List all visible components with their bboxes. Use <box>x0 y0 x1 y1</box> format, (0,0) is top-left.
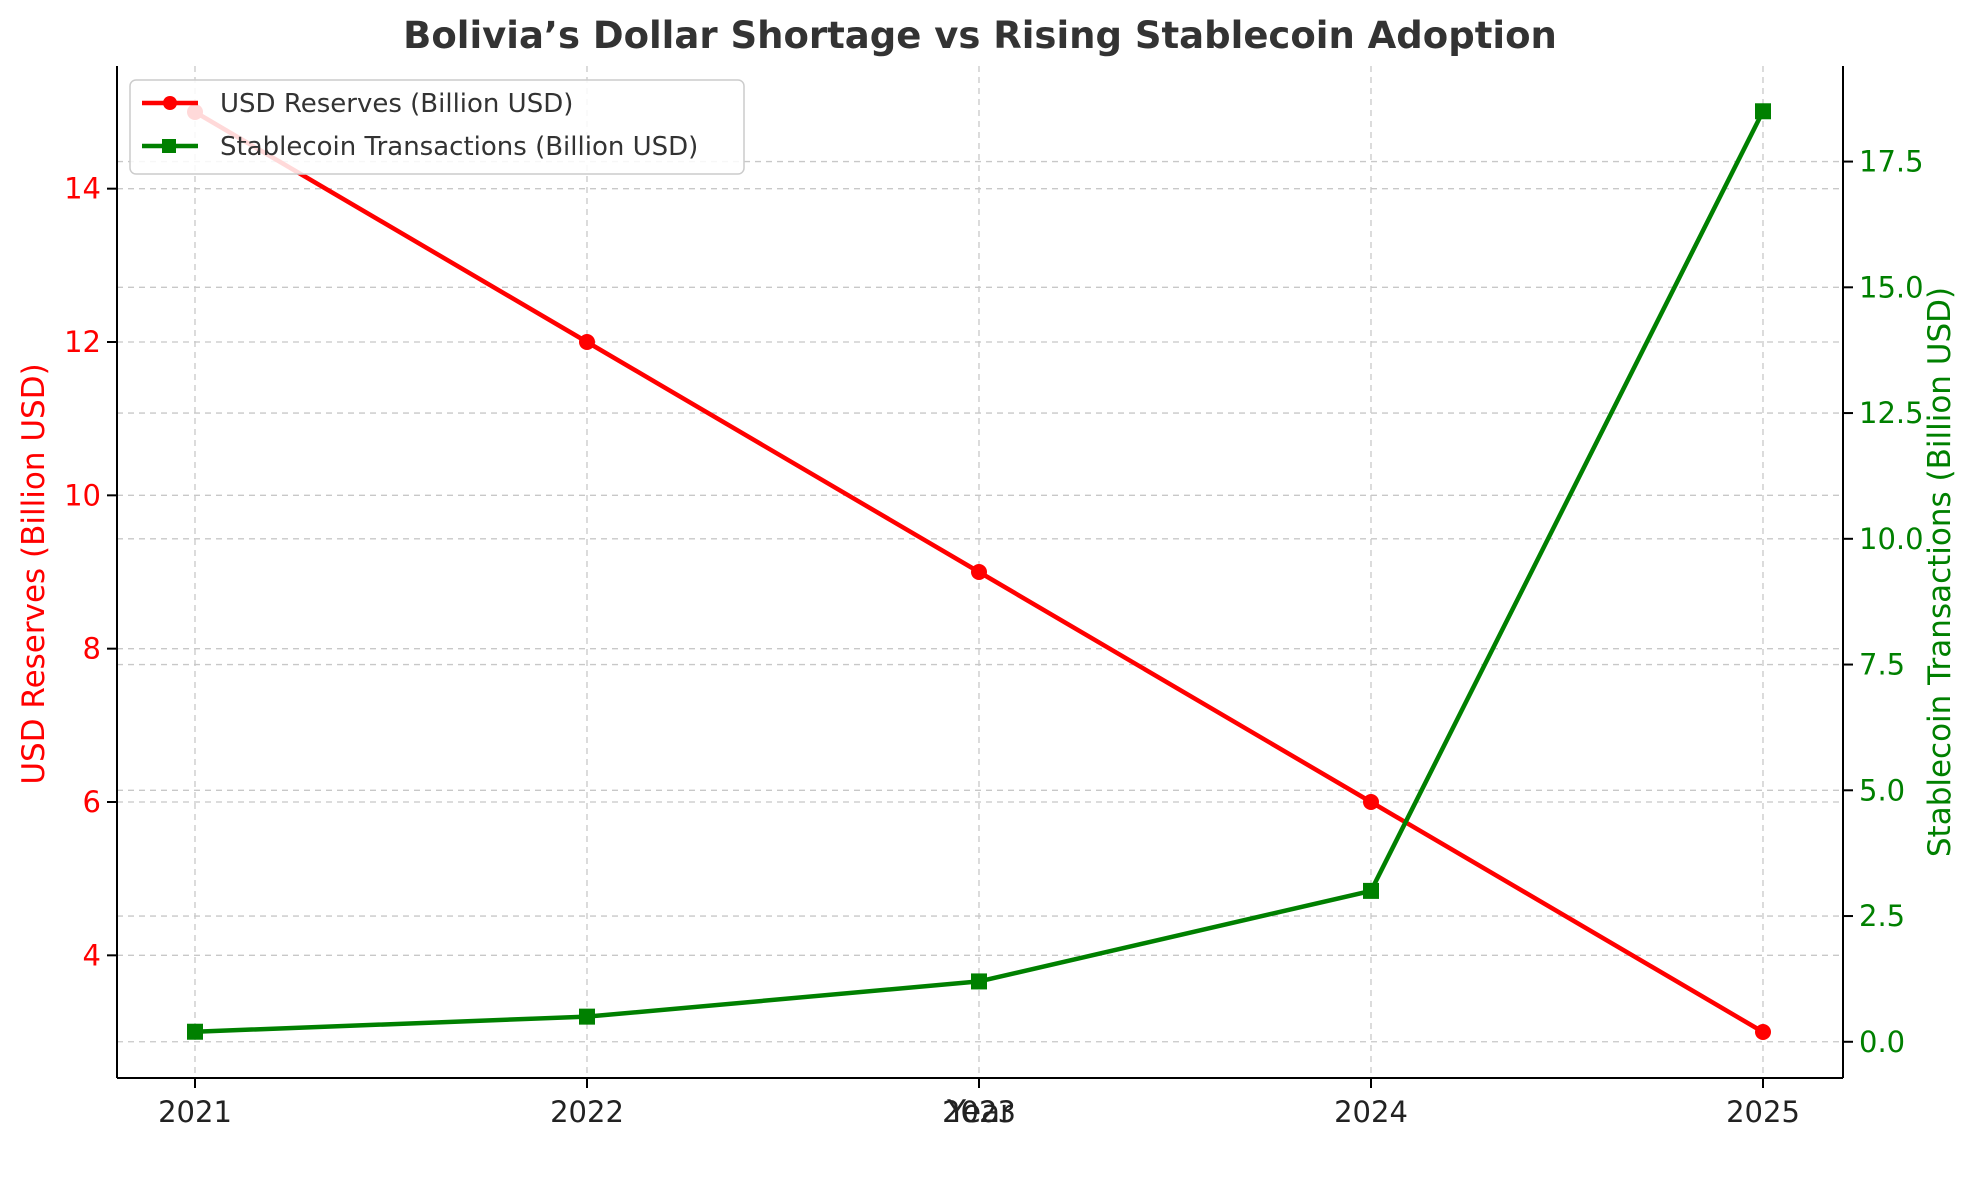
legend-label-1: USD Reserves (Billion USD) <box>220 89 573 119</box>
chart-title: Bolivia’s Dollar Shortage vs Rising Stab… <box>403 14 1557 57</box>
y-left-tick-label: 8 <box>83 632 101 666</box>
x-tick-label: 2025 <box>1726 1095 1800 1129</box>
y-left-tick-label: 12 <box>64 325 101 359</box>
y-left-tick-label: 14 <box>64 172 101 206</box>
y-left-tick-label: 10 <box>64 478 101 512</box>
legend-box <box>129 79 745 175</box>
x-tick-label: 2023 <box>942 1095 1016 1129</box>
y-axis-left-label: USD Reserves (Billion USD) <box>16 363 52 784</box>
series-2-marker <box>1755 103 1771 120</box>
x-axis-label: Year <box>946 1094 1013 1130</box>
y-right-tick-label: 17.5 <box>1859 145 1924 179</box>
y-right-tick-label: 5.0 <box>1859 773 1905 807</box>
y-right-tick-label: 15.0 <box>1859 270 1924 304</box>
y-left-tick-label: 4 <box>83 938 101 972</box>
legend-marker-1 <box>163 96 177 110</box>
series-1-marker <box>579 334 595 350</box>
legend-marker-2 <box>162 139 176 153</box>
series-1-marker <box>1755 1024 1771 1040</box>
axes-layer: 2021 2022 2023 2024 2025 4 6 8 10 12 14 0.0 2.5 5.0 7.… <box>64 66 1924 1129</box>
grid-layer <box>117 66 1843 1078</box>
series-2-marker <box>579 1008 595 1025</box>
y-right-tick-label: 2.5 <box>1859 899 1905 933</box>
y-right-tick-label: 0.0 <box>1859 1025 1905 1059</box>
series-2-marker <box>971 973 987 990</box>
y-left-tick-label: 6 <box>83 785 101 819</box>
x-tick-label: 2021 <box>158 1095 232 1129</box>
series-2-marker <box>1363 882 1379 899</box>
y-right-tick-label: 7.5 <box>1859 648 1905 682</box>
legend: USD Reserves (Billion USD) Stablecoin Tra… <box>129 79 745 175</box>
series-1-marker <box>971 564 987 580</box>
series-2-marker <box>187 1023 203 1040</box>
legend-label-2: Stablecoin Transactions (Billion USD) <box>220 132 698 162</box>
y-axis-right-label: Stablecoin Transactions (Billion USD) <box>1922 287 1958 857</box>
y-right-tick-label: 10.0 <box>1859 522 1924 556</box>
x-tick-label: 2022 <box>550 1095 624 1129</box>
x-tick-label: 2024 <box>1334 1095 1408 1129</box>
y-right-tick-label: 12.5 <box>1859 396 1924 430</box>
series-1-marker <box>1363 794 1379 810</box>
